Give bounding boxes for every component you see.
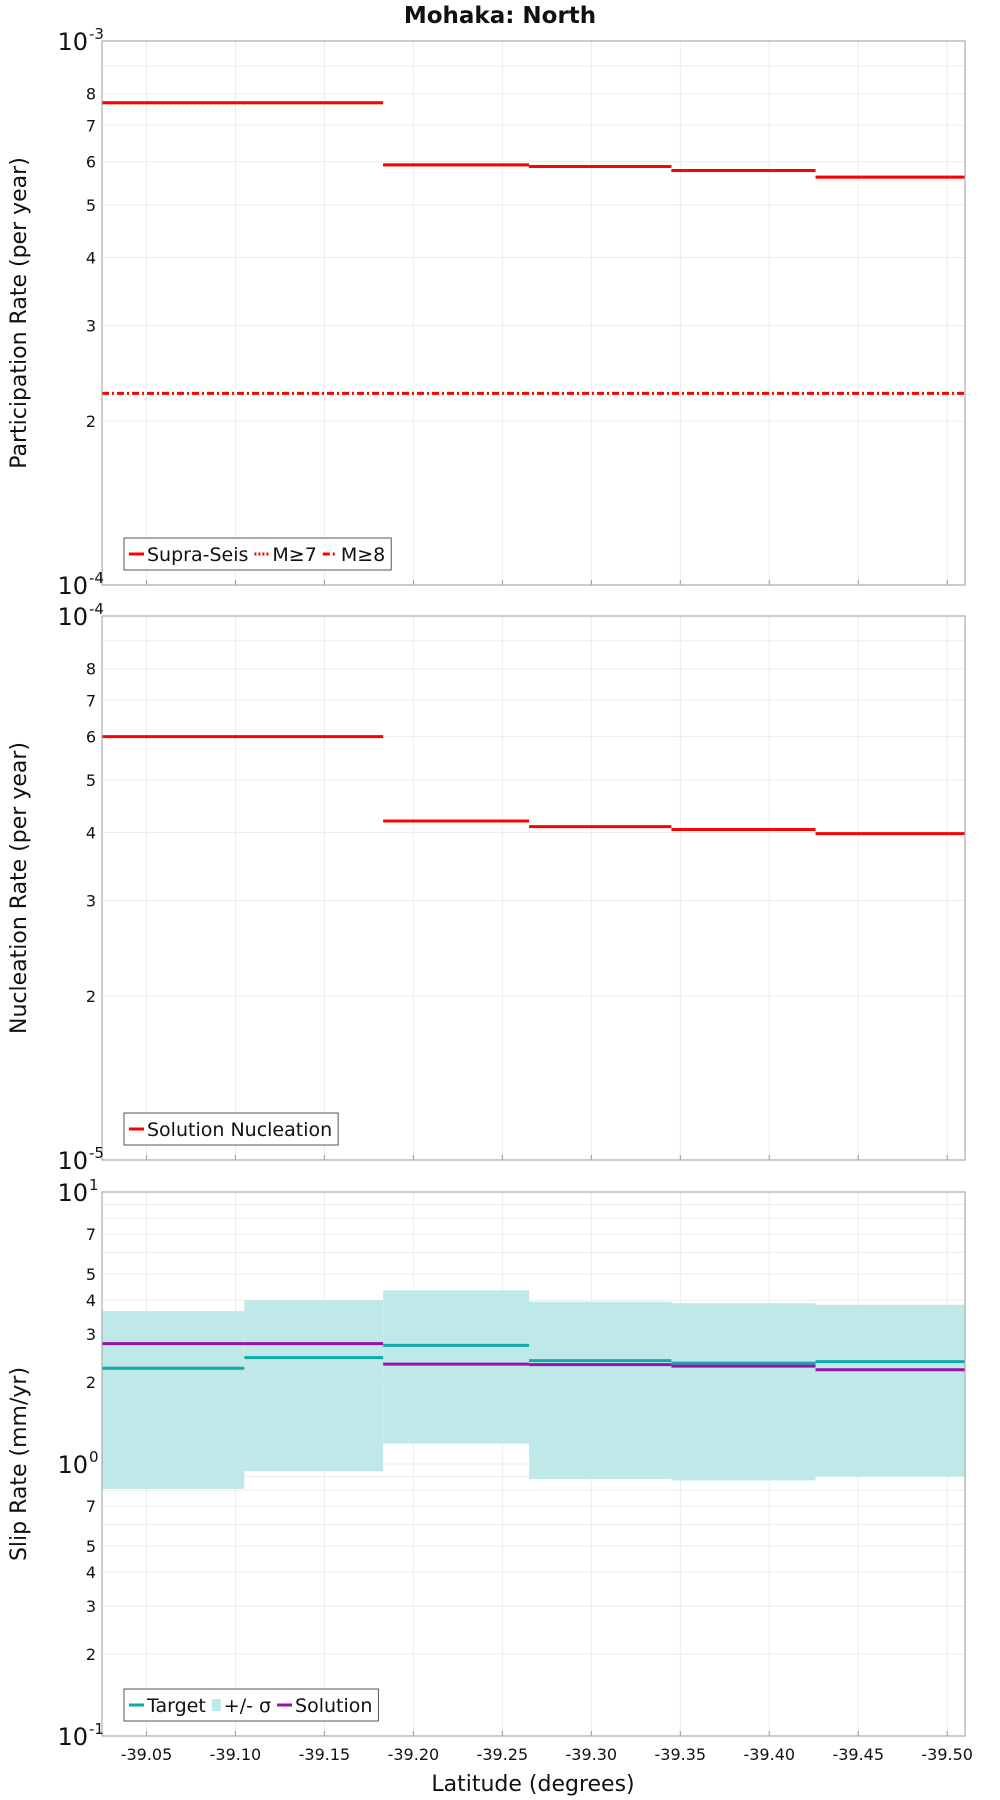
y-tick-label: 2 — [86, 1645, 96, 1664]
y-tick-label: 2 — [86, 412, 96, 431]
legend-box — [123, 1688, 379, 1722]
y-decade-label: 10 — [57, 28, 88, 56]
y-decade-exponent: -5 — [89, 1144, 104, 1162]
series-target — [102, 1343, 965, 1370]
plot-area — [102, 41, 965, 585]
y-decade-label: 10 — [57, 572, 88, 600]
y-axis-label: Participation Rate (per year) — [7, 157, 32, 469]
y-tick-label: 4 — [86, 1563, 96, 1582]
y-tick-label: 8 — [86, 85, 96, 104]
y-tick-label: 3 — [86, 1325, 96, 1344]
x-tick-label: -39.25 — [477, 1745, 529, 1764]
y-decade-exponent: 0 — [89, 1448, 99, 1466]
decade-base: 10 — [57, 1723, 88, 1751]
y-tick-label: 6 — [86, 153, 96, 172]
legend-box — [123, 537, 392, 571]
sigma-band-segment — [815, 1304, 965, 1477]
legend-box — [123, 1112, 339, 1146]
y-tick-label: 3 — [86, 1597, 96, 1616]
series-solution-nucleation — [102, 735, 965, 836]
y-tick-label: 5 — [86, 1537, 96, 1556]
x-tick-label: -39.10 — [210, 1745, 262, 1764]
plot-frame — [101, 1191, 966, 1737]
y-tick-label: 5 — [86, 1265, 96, 1284]
y-decade-exponent: -4 — [89, 569, 104, 587]
decade-base: 10 — [57, 1451, 88, 1479]
x-tick-label: -39.30 — [566, 1745, 618, 1764]
decade-base: 10 — [57, 1147, 88, 1175]
plot-frame — [101, 615, 966, 1161]
x-tick-label: -39.45 — [832, 1745, 884, 1764]
y-tick-label: 6 — [86, 728, 96, 747]
y-tick-label: 4 — [86, 823, 96, 842]
legend-label: Supra-Seis — [147, 544, 248, 566]
legend-label: Solution Nucleation — [147, 1119, 332, 1141]
sigma-band-segment — [383, 1290, 530, 1444]
sigma-band-segment — [529, 1301, 672, 1480]
legend-label: Solution — [295, 1695, 372, 1717]
y-decade-label: 10 — [57, 1723, 88, 1751]
y-decade-label: 10 — [57, 1179, 88, 1207]
legend: Target +/- σ Solution — [123, 1688, 379, 1722]
y-tick-label: 8 — [86, 660, 96, 679]
x-tick-label: -39.15 — [299, 1745, 351, 1764]
y-decade-exponent: -3 — [89, 25, 104, 43]
y-decade-label: 10 — [57, 1451, 88, 1479]
y-decade-label: 10 — [57, 603, 88, 631]
legend-swatch — [211, 1699, 221, 1711]
y-tick-label: 7 — [86, 1225, 96, 1244]
decade-base: 10 — [57, 28, 88, 56]
legend: Supra-Seis M≥7 M≥8 — [123, 537, 392, 571]
x-tick-label: -39.05 — [121, 1745, 173, 1764]
y-tick-label: 2 — [86, 987, 96, 1006]
x-tick-label: -39.50 — [921, 1745, 973, 1764]
legend-label: M≥7 — [272, 544, 316, 566]
y-decade-label: 10 — [57, 1147, 88, 1175]
x-axis-label: Latitude (degrees) — [431, 1772, 634, 1797]
sigma-band-segment — [244, 1300, 384, 1472]
sigma-band-segment — [102, 1311, 245, 1489]
y-decade-exponent: -1 — [89, 1720, 104, 1738]
y-tick-label: 3 — [86, 316, 96, 335]
legend-label: M≥8 — [341, 544, 385, 566]
y-tick-label: 7 — [86, 691, 96, 710]
plot-frame — [101, 40, 966, 586]
x-tick-label: -39.35 — [655, 1745, 707, 1764]
decade-base: 10 — [57, 572, 88, 600]
y-tick-label: 7 — [86, 1497, 96, 1516]
x-tick-label: -39.40 — [743, 1745, 795, 1764]
y-tick-label: 7 — [86, 116, 96, 135]
y-tick-label: 3 — [86, 891, 96, 910]
y-axis-label: Slip Rate (mm/yr) — [7, 1367, 32, 1561]
legend: Solution Nucleation — [123, 1112, 339, 1146]
y-axis-label: Nucleation Rate (per year) — [7, 742, 32, 1034]
decade-base: 10 — [57, 603, 88, 631]
series-m-7 — [102, 101, 965, 179]
y-tick-label: 2 — [86, 1373, 96, 1392]
y-tick-label: 4 — [86, 1291, 96, 1310]
chart-title: Mohaka: North — [404, 3, 596, 29]
y-tick-label: 5 — [86, 196, 96, 215]
sigma-band-segment — [671, 1303, 816, 1481]
y-tick-label: 4 — [86, 248, 96, 267]
y-decade-exponent: -4 — [89, 600, 104, 618]
y-decade-exponent: 1 — [89, 1176, 99, 1194]
x-tick-label: -39.20 — [388, 1745, 440, 1764]
legend-label: +/- σ — [224, 1695, 271, 1717]
y-tick-label: 5 — [86, 771, 96, 790]
legend-label: Target — [146, 1695, 206, 1717]
series-solution — [102, 1342, 965, 1372]
plot-area — [102, 616, 965, 1160]
decade-base: 10 — [57, 1179, 88, 1207]
